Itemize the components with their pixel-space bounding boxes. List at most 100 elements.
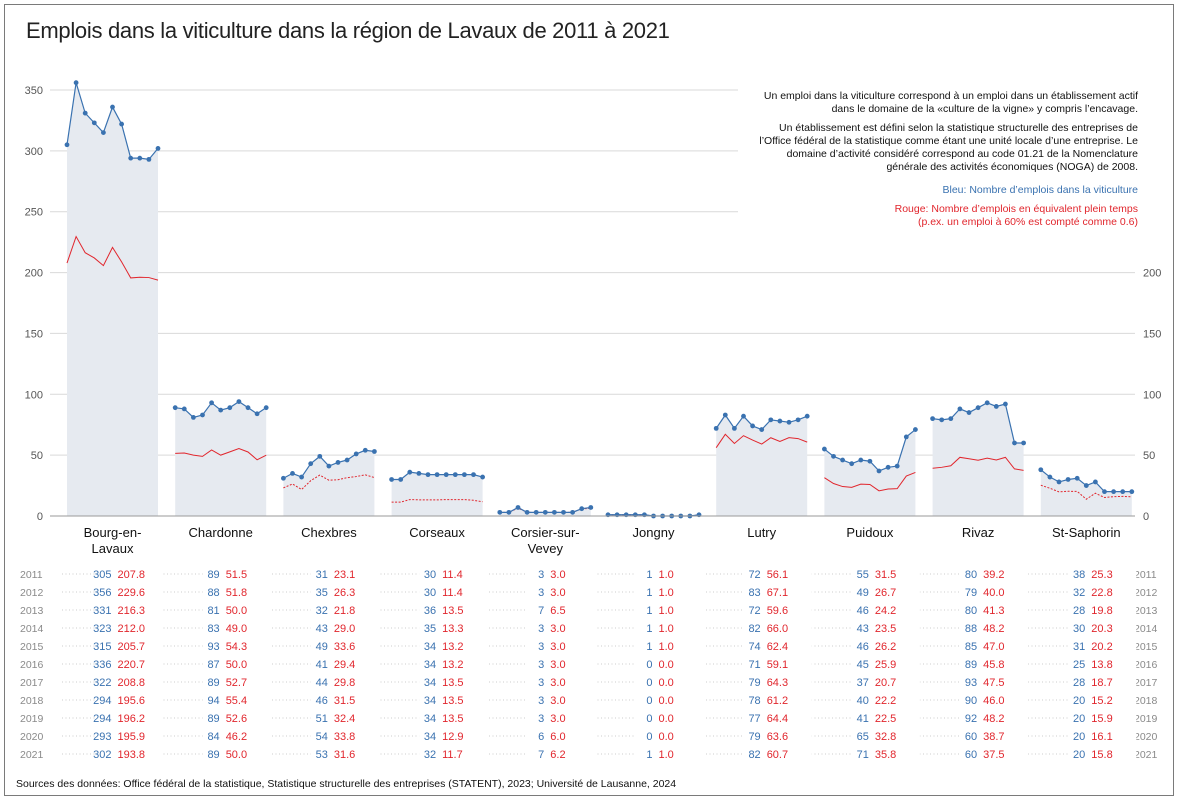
table-value-emplois: 80 [965, 569, 977, 581]
commune-label: Lavaux [92, 541, 134, 556]
point-emplois [353, 451, 359, 457]
point-emplois [254, 411, 260, 417]
table-cell-background [94, 567, 163, 581]
commune-label: Rivaz [962, 525, 995, 540]
table-year-right: 2015 [1134, 641, 1158, 653]
table-cell-background [960, 729, 1029, 743]
table-value-emplois: 32 [424, 749, 436, 761]
table-value-emplois: 3 [538, 695, 544, 707]
table-value-ept: 216.3 [118, 605, 146, 617]
table-value-ept: 6.0 [550, 731, 565, 743]
table-cell-background [527, 747, 596, 761]
table-cell-background [743, 603, 812, 617]
y-tick-label-left: 100 [25, 389, 43, 401]
table-cell-background [635, 639, 704, 653]
table-cell-background [960, 657, 1029, 671]
table-value-emplois: 60 [965, 731, 977, 743]
table-cell-background [527, 657, 596, 671]
line-ept [824, 471, 916, 492]
point-emplois [91, 120, 97, 126]
table-cell-background [94, 729, 163, 743]
table-cell-background [310, 621, 379, 635]
point-emplois [966, 410, 972, 415]
table-cell-background [419, 693, 488, 707]
table-value-emplois: 85 [965, 641, 977, 653]
table-year-right: 2013 [1134, 605, 1158, 617]
table-value-emplois: 28 [1073, 605, 1085, 617]
line-ept [283, 474, 375, 491]
table-cell-background [635, 729, 704, 743]
table-cell-background [635, 675, 704, 689]
table-cell-background [527, 585, 596, 599]
table-cell-background [1068, 657, 1137, 671]
table-value-ept: 51.8 [226, 587, 247, 599]
table-value-ept: 13.2 [442, 641, 463, 653]
table-value-emplois: 93 [965, 677, 977, 689]
point-emplois [867, 458, 873, 464]
table-value-ept: 6.5 [550, 605, 565, 617]
table-value-emplois: 43 [316, 623, 328, 635]
table-cell-background [960, 621, 1029, 635]
table-cell-background [1068, 693, 1137, 707]
point-emplois [137, 155, 143, 161]
table-year-right: 2011 [1134, 569, 1157, 581]
table-value-emplois: 331 [93, 605, 111, 617]
point-emplois [389, 477, 394, 482]
point-emplois [1111, 489, 1116, 495]
table-value-ept: 38.7 [983, 731, 1004, 743]
table-value-emplois: 20 [1073, 731, 1085, 743]
table-cell-background [1068, 621, 1137, 635]
point-emplois [1093, 479, 1098, 485]
table-year-left: 2016 [20, 659, 44, 671]
table-value-emplois: 94 [207, 695, 219, 707]
table-value-ept: 61.2 [767, 695, 788, 707]
table-value-emplois: 89 [965, 659, 977, 671]
table-cell-background [743, 675, 812, 689]
table-value-ept: 52.7 [226, 677, 247, 689]
point-emplois [885, 464, 891, 470]
point-emplois [416, 471, 422, 476]
table-cell-background [851, 639, 920, 653]
point-emplois [146, 156, 152, 162]
point-emplois [849, 461, 855, 467]
table-value-emplois: 293 [93, 731, 111, 743]
point-emplois [155, 146, 161, 151]
table-value-ept: 3.0 [550, 695, 565, 707]
table-value-emplois: 93 [207, 641, 219, 653]
commune-group: Corsier-sur-Vevey [497, 505, 594, 556]
table-value-emplois: 322 [93, 677, 111, 689]
table-value-ept: 20.7 [875, 677, 896, 689]
table-value-ept: 26.7 [875, 587, 896, 599]
table-value-ept: 3.0 [550, 623, 565, 635]
table-value-emplois: 41 [857, 713, 869, 725]
table-cell-background [419, 675, 488, 689]
table-value-emplois: 7 [538, 605, 544, 617]
table-cell-background [851, 657, 920, 671]
table-year-left: 2015 [20, 641, 44, 653]
table-value-ept: 212.0 [118, 623, 146, 635]
table-value-emplois: 1 [646, 569, 652, 581]
table-value-ept: 13.3 [442, 623, 463, 635]
point-emplois [443, 472, 449, 478]
line-ept [175, 448, 267, 461]
table-value-ept: 1.0 [659, 749, 674, 761]
table-value-ept: 21.8 [334, 605, 355, 617]
table-value-ept: 11.4 [442, 587, 463, 599]
table-year-right: 2012 [1134, 587, 1158, 599]
point-emplois [975, 405, 981, 411]
y-tick-label-right: 200 [1143, 268, 1161, 280]
table-year-right: 2017 [1134, 677, 1158, 689]
table-value-emplois: 0 [646, 659, 652, 671]
table-cell-background [960, 567, 1029, 581]
y-tick-label-right: 0 [1143, 511, 1149, 523]
commune-label: Chexbres [301, 525, 357, 540]
table-cell-background [960, 585, 1029, 599]
point-emplois [1120, 489, 1126, 495]
table-value-ept: 31.6 [334, 749, 355, 761]
legend-blue-series: Bleu: Nombre d’emplois dans la viticultu… [942, 184, 1138, 196]
y-tick-label-left: 300 [25, 146, 43, 158]
table-value-ept: 0.0 [659, 677, 674, 689]
table-cell-background [419, 657, 488, 671]
area-emplois [67, 82, 158, 516]
table-value-ept: 35.8 [875, 749, 896, 761]
